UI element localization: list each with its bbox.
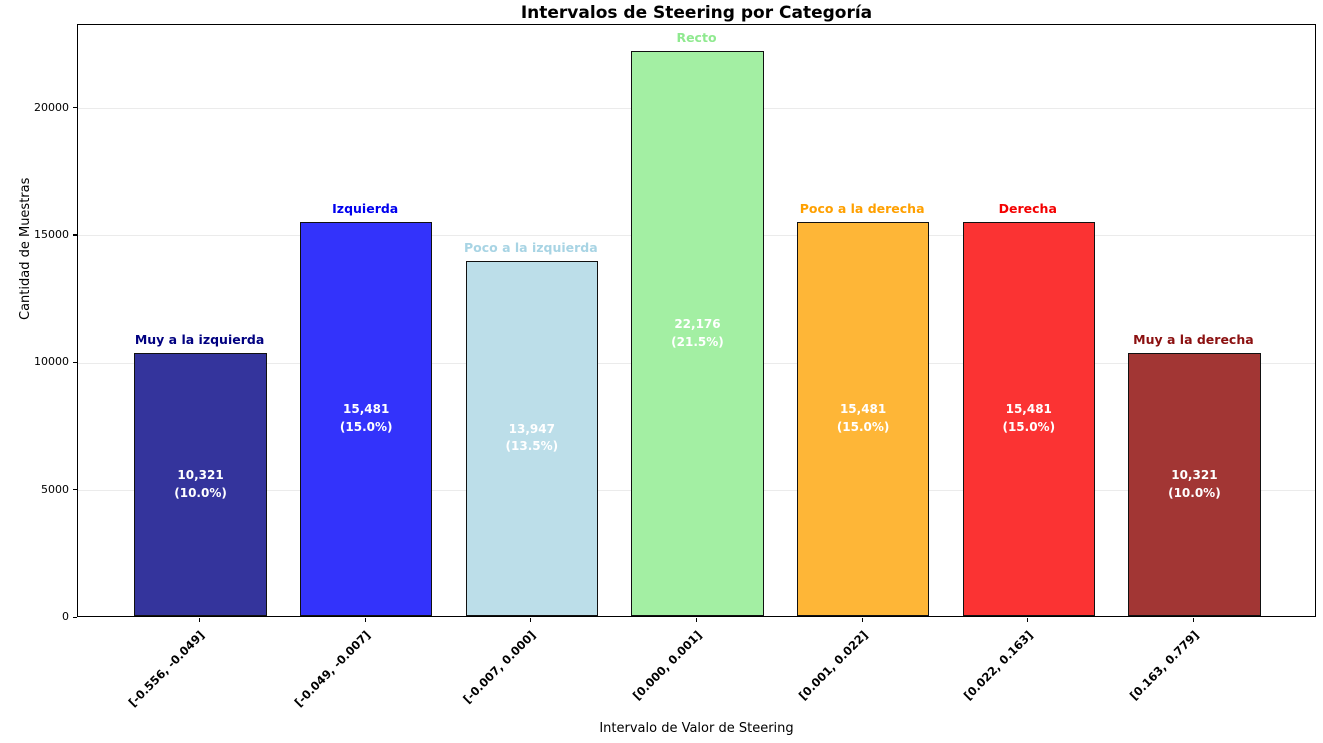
x-tick-label: [0.001, 0.022]: [795, 628, 871, 703]
bar: 22,176 (21.5%): [631, 51, 764, 616]
x-tick-label: [0.163, 0.779]: [1126, 628, 1202, 703]
bar-value-label: 15,481 (15.0%): [1002, 402, 1056, 434]
x-tick-mark: [861, 618, 863, 622]
bar: 15,481 (15.0%): [962, 221, 1096, 616]
bar-category-label: Poco a la izquierda: [464, 239, 598, 255]
bar-category-label: Muy a la derecha: [1133, 332, 1254, 348]
x-tick-mark: [364, 618, 366, 622]
x-tick-label: [0.022, 0.163]: [960, 628, 1036, 703]
x-tick-mark: [530, 618, 532, 622]
bar: 10,321 (10.0%): [134, 353, 267, 616]
y-tick-mark: [72, 107, 77, 109]
x-tick-label: [-0.556, -0.049]: [126, 628, 208, 710]
plot-area: 10,321 (10.0%) 15,481 (15.0%) 13,947 (13.5…: [77, 24, 1316, 617]
x-tick-mark: [695, 618, 698, 622]
bar-category-label: Poco a la derecha: [799, 200, 925, 216]
bar-value-label: 15,481 (15.0%): [836, 402, 890, 434]
x-tick-label: [0.000, 0.001]: [629, 628, 705, 703]
y-tick-mark: [72, 616, 77, 618]
bar-category-label: Muy a la izquierda: [134, 332, 265, 348]
x-tick-mark: [1192, 618, 1194, 622]
y-tick-mark: [72, 234, 77, 236]
x-tick-mark: [198, 618, 201, 622]
y-tick-label: 5000: [41, 482, 69, 496]
x-axis-label: Intervalo de Valor de Steering: [599, 721, 794, 736]
y-tick-label: 15000: [34, 227, 69, 241]
x-tick-label: [-0.007, 0.000]: [460, 628, 539, 707]
bar-value-label: 13,947 (13.5%): [505, 422, 559, 454]
bar-value-label: 15,481 (15.0%): [339, 402, 393, 434]
bar-category-label: Izquierda: [332, 200, 399, 216]
bar-value-label: 10,321 (10.0%): [1168, 468, 1221, 500]
y-tick-label: 20000: [34, 100, 69, 114]
bar-value-label: 22,176 (21.5%): [671, 317, 724, 349]
y-tick-mark: [72, 361, 77, 364]
x-tick-mark: [1027, 618, 1029, 622]
bar: 15,481 (15.0%): [299, 221, 433, 616]
y-tick-mark: [72, 489, 77, 491]
y-tick-label: 0: [62, 610, 69, 623]
y-tick-label: 10000: [34, 355, 69, 369]
bar: 15,481 (15.0%): [796, 221, 930, 616]
bar-value-label: 10,321 (10.0%): [174, 468, 227, 500]
y-axis-label: Cantidad de Muestras: [18, 177, 33, 320]
chart-title: Intervalos de Steering por Categoría: [520, 3, 873, 23]
bar: 13,947 (13.5%): [465, 260, 599, 616]
bar-category-label: Recto: [676, 30, 717, 46]
bar: 10,321 (10.0%): [1128, 353, 1261, 616]
bar-category-label: Derecha: [998, 200, 1057, 216]
x-tick-label: [-0.049, -0.007]: [291, 628, 374, 710]
